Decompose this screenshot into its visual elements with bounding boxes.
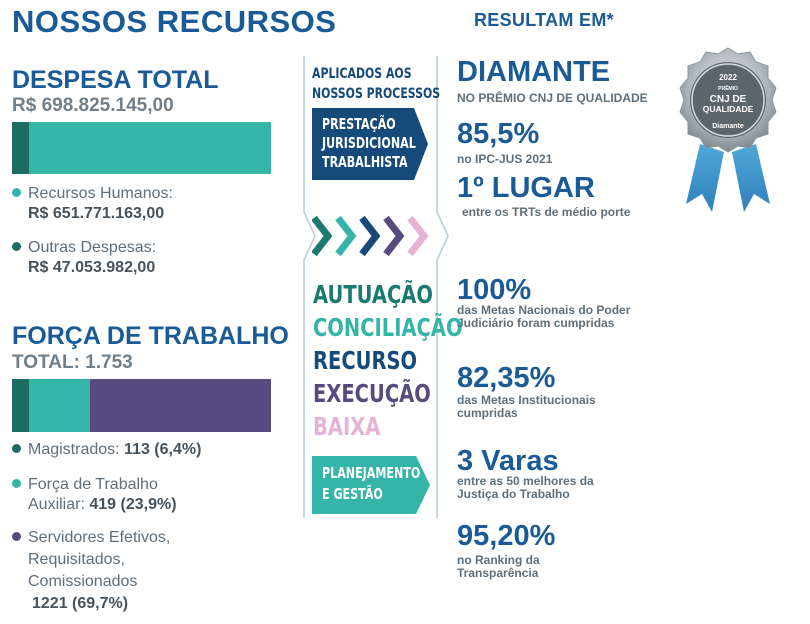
result-diamante: DIAMANTE xyxy=(457,56,611,88)
chevron-icon xyxy=(312,215,333,257)
forca-bar-segment-servidores xyxy=(90,379,271,432)
legend-label: Outras Despesas: xyxy=(28,239,157,256)
prestacao-line: PRESTAÇÃO xyxy=(322,115,396,133)
legend-servidores: Servidores Efetivos, Requisitados, Comis… xyxy=(12,527,170,615)
legend-label: Magistrados: xyxy=(28,441,120,458)
legend-value: R$ 47.053.982,00 xyxy=(28,259,156,276)
legend-label: Comissionados xyxy=(28,573,138,590)
caption-line: Justiça do Trabalho xyxy=(457,487,570,501)
chevron-icon xyxy=(335,215,357,257)
legend-label: Auxiliar: xyxy=(28,496,85,513)
result-ipc: 85,5% xyxy=(457,118,540,150)
caption-line: Judiciário foram cumpridas xyxy=(457,316,615,330)
result-metas-institucionais: 82,35% xyxy=(457,362,556,394)
despesa-bar xyxy=(12,122,271,174)
caption-line: das Metas Nacionais do Poder xyxy=(457,303,631,317)
forca-bar xyxy=(12,379,271,432)
word-execucao: EXECUÇÃO xyxy=(313,379,431,408)
result-lugar: 1º LUGAR xyxy=(457,172,595,204)
result-diamante-caption: NO PRÊMIO CNJ DE QUALIDADE xyxy=(457,91,648,105)
legend-label: Servidores Efetivos, xyxy=(28,529,171,546)
forca-bar-segment-auxiliar xyxy=(28,379,91,432)
caption-line: cumpridas xyxy=(457,406,518,420)
legend-outras-despesas: Outras Despesas: R$ 47.053.982,00 xyxy=(12,238,156,278)
result-varas-caption: entre as 50 melhores da Justiça do Traba… xyxy=(457,475,594,501)
chevron-arrows xyxy=(312,215,429,257)
legend-value: R$ 651.771.163,00 xyxy=(28,205,165,222)
planejamento-box: PLANEJAMENTO E GESTÃO xyxy=(322,463,420,505)
medal-cnj: CNJ DE xyxy=(710,94,747,105)
legend-label: Recursos Humanos: xyxy=(28,185,173,202)
legend-recursos-humanos: Recursos Humanos: R$ 651.771.163,00 xyxy=(12,184,173,224)
caption-line: Transparência xyxy=(457,566,539,580)
prestacao-line: JURISDICIONAL xyxy=(322,134,416,152)
medal-qualidade: QUALIDADE xyxy=(703,104,754,114)
planejamento-line: E GESTÃO xyxy=(322,485,383,503)
result-transparencia-caption: no Ranking da Transparência xyxy=(457,554,540,580)
result-lugar-caption: entre os TRTs de médio porte xyxy=(462,205,631,219)
caption-line: das Metas Institucionais xyxy=(457,393,596,407)
result-metas-nacionais-caption: das Metas Nacionais do Poder Judiciário … xyxy=(457,304,630,330)
medal-level: Diamante xyxy=(712,123,744,130)
legend-dot xyxy=(12,242,21,251)
planejamento-line: PLANEJAMENTO xyxy=(322,464,421,482)
legend-value: 419 (23,9%) xyxy=(89,496,177,513)
word-conciliacao: CONCILIAÇÃO xyxy=(313,313,463,342)
despesa-bar-segment-rh xyxy=(29,122,271,174)
results-title: RESULTAM EM* xyxy=(474,10,614,30)
prestacao-box-shape xyxy=(312,108,428,180)
word-recurso: RECURSO xyxy=(313,346,418,375)
result-varas: 3 Varas xyxy=(457,445,559,477)
caption-line: entre as 50 melhores da xyxy=(457,474,594,488)
forca-heading: FORÇA DE TRABALHO xyxy=(12,322,289,350)
despesa-total: R$ 698.825.145,00 xyxy=(12,95,174,116)
result-ipc-caption: no IPC-JUS 2021 xyxy=(457,152,553,166)
legend-dot xyxy=(12,188,21,197)
legend-dot xyxy=(12,444,21,453)
legend-value: 113 (6,4%) xyxy=(124,441,202,458)
legend-forca-auxiliar: Força de Trabalho Auxiliar: 419 (23,9%) xyxy=(12,475,177,515)
legend-label: Força de Trabalho xyxy=(28,476,158,493)
planejamento-box-shape xyxy=(312,456,430,514)
prestacao-line: TRABALHISTA xyxy=(322,153,408,171)
medal-premio: PRÊMIO xyxy=(718,84,738,92)
legend-magistrados: Magistrados: 113 (6,4%) xyxy=(12,440,201,460)
medal-year: 2022 xyxy=(719,73,737,82)
legend-dot xyxy=(12,479,21,488)
despesa-heading: DESPESA TOTAL xyxy=(12,66,219,94)
despesa-bar-segment-outras xyxy=(12,122,30,174)
premio-cnj-medal-icon: 2022 PRÊMIO CNJ DE QUALIDADE Diamante xyxy=(679,47,777,212)
result-metas-institucionais-caption: das Metas Institucionais cumpridas xyxy=(457,394,596,420)
legend-value: 1221 (69,7%) xyxy=(32,595,129,612)
legend-label: Requisitados, xyxy=(28,551,125,568)
result-transparencia: 95,20% xyxy=(457,520,556,552)
applied-line-1: APLICADOS AOS xyxy=(312,66,412,82)
word-baixa: BAIXA xyxy=(313,412,381,441)
word-autuacao: AUTUAÇÃO xyxy=(313,280,433,309)
chevron-icon xyxy=(359,215,381,257)
chevron-icon xyxy=(383,215,405,257)
caption-line: no Ranking da xyxy=(457,553,540,567)
legend-dot xyxy=(12,532,21,541)
forca-bar-segment-magistrados xyxy=(12,379,29,432)
chevron-icon xyxy=(407,215,429,257)
result-metas-nacionais: 100% xyxy=(457,274,532,306)
forca-total: TOTAL: 1.753 xyxy=(12,352,133,373)
prestacao-box: PRESTAÇÃO JURISDICIONAL TRABALHISTA xyxy=(322,115,416,172)
applied-line-2: NOSSOS PROCESSOS xyxy=(312,86,441,102)
main-title: NOSSOS RECURSOS xyxy=(12,4,337,39)
